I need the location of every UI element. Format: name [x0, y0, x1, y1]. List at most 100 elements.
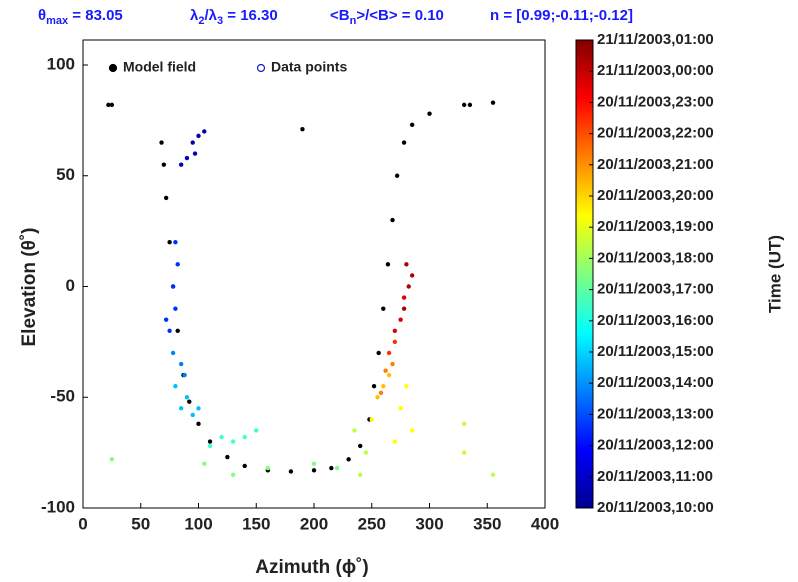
x-tick-label: 400 — [531, 514, 559, 533]
data-point — [173, 306, 178, 311]
data-point — [392, 328, 398, 333]
data-point — [378, 390, 384, 396]
data-point — [392, 339, 398, 345]
colorbar-tick-label: 20/11/2003,14:00 — [597, 374, 714, 391]
model-point — [401, 140, 407, 145]
colorbar-tick-label: 20/11/2003,18:00 — [597, 249, 714, 266]
data-point — [461, 421, 467, 427]
annotation: n = [0.99;-0.11;-0.12] — [490, 7, 633, 24]
model-point — [394, 173, 400, 178]
colorbar-tick-label: 20/11/2003,20:00 — [597, 187, 714, 204]
data-point — [184, 395, 190, 400]
model-point — [390, 217, 395, 223]
y-tick-label: 50 — [56, 165, 75, 184]
data-point — [375, 395, 380, 400]
colorbar-tick-label: 20/11/2003,11:00 — [597, 468, 713, 485]
data-point — [207, 443, 213, 449]
data-point — [170, 350, 176, 356]
model-point — [385, 262, 391, 267]
legend-label: Data points — [271, 59, 347, 75]
model-point — [358, 443, 363, 449]
data-point — [182, 372, 187, 378]
colorbar-tick-label: 20/11/2003,17:00 — [597, 281, 714, 298]
data-point — [167, 328, 172, 333]
annotation-part: = 16.30 — [223, 7, 278, 24]
annotation: θmax = 83.05 — [38, 7, 123, 27]
colorbar-tick-label: 21/11/2003,01:00 — [597, 31, 714, 48]
data-point — [386, 350, 392, 356]
data-point — [230, 472, 236, 477]
x-tick-label: 0 — [78, 514, 87, 533]
data-point — [398, 317, 403, 322]
model-point — [329, 465, 334, 471]
colorbar-tick-label: 20/11/2003,21:00 — [597, 156, 714, 173]
model-point — [371, 383, 377, 389]
x-tick-label: 200 — [300, 514, 328, 533]
data-point — [109, 457, 115, 462]
colorbar-tick-label: 20/11/2003,13:00 — [597, 405, 714, 422]
model-point — [196, 421, 201, 427]
data-point — [311, 461, 317, 466]
colorbar-tick-label: 20/11/2003,22:00 — [597, 125, 714, 142]
model-point — [109, 102, 115, 108]
data-point — [404, 262, 409, 267]
data-point — [230, 439, 236, 444]
data-point — [173, 383, 178, 389]
colorbar-tick-label: 20/11/2003,16:00 — [597, 312, 714, 329]
data-point — [173, 240, 178, 245]
data-point — [202, 129, 207, 134]
data-point — [265, 465, 270, 471]
annotation-part: λ — [190, 7, 199, 24]
annotation-part: max — [46, 15, 69, 27]
y-tick-label: -50 — [50, 387, 75, 406]
data-point — [409, 428, 415, 433]
data-point — [386, 372, 392, 378]
annotation-part: /λ — [204, 7, 217, 24]
x-tick-label: 300 — [415, 514, 443, 533]
colorbar-label: Time (UT) — [765, 235, 784, 313]
annotation: λ2/λ3 = 16.30 — [190, 7, 278, 27]
colorbar-tick-label: 21/11/2003,00:00 — [597, 62, 714, 79]
model-point — [467, 102, 473, 108]
colorbar-tick-label: 20/11/2003,15:00 — [597, 343, 714, 360]
model-point — [409, 122, 415, 128]
data-point — [196, 406, 201, 411]
annotation-part: 3 — [217, 15, 223, 27]
annotation-part: <B — [330, 7, 350, 24]
plot-frame — [82, 39, 546, 509]
model-point — [461, 102, 467, 108]
annotation-part: θ — [38, 7, 46, 24]
colorbar — [575, 39, 594, 509]
annotation-part: = 83.05 — [68, 7, 123, 24]
colorbar-tick-label: 20/11/2003,10:00 — [597, 499, 714, 516]
data-point — [190, 140, 195, 145]
model-point — [242, 463, 247, 469]
model-point — [106, 102, 111, 108]
data-point — [175, 262, 180, 267]
data-point — [490, 472, 496, 477]
data-point — [390, 361, 395, 367]
model-point — [161, 162, 167, 167]
x-tick-label: 350 — [473, 514, 501, 533]
x-axis-label: Azimuth (ϕ˚) — [255, 557, 368, 578]
model-point — [376, 350, 381, 356]
model-point — [187, 399, 192, 404]
data-point — [406, 284, 411, 289]
model-point — [207, 439, 213, 444]
model-point — [346, 457, 351, 462]
data-point — [401, 306, 407, 311]
x-tick-label: 250 — [358, 514, 386, 533]
annotation-part: 2 — [198, 15, 204, 27]
annotation-part: n — [350, 15, 357, 27]
model-point — [311, 468, 317, 473]
y-tick-label: -100 — [41, 497, 75, 516]
data-point — [409, 273, 415, 278]
annotation-part: >/<B> = 0.10 — [356, 7, 444, 24]
model-point — [167, 240, 172, 245]
model-point — [381, 306, 386, 311]
x-tick-label: 50 — [131, 514, 150, 533]
data-point — [190, 412, 195, 418]
model-point — [427, 111, 432, 116]
annotation: <Bn>/<B> = 0.10 — [330, 7, 444, 27]
